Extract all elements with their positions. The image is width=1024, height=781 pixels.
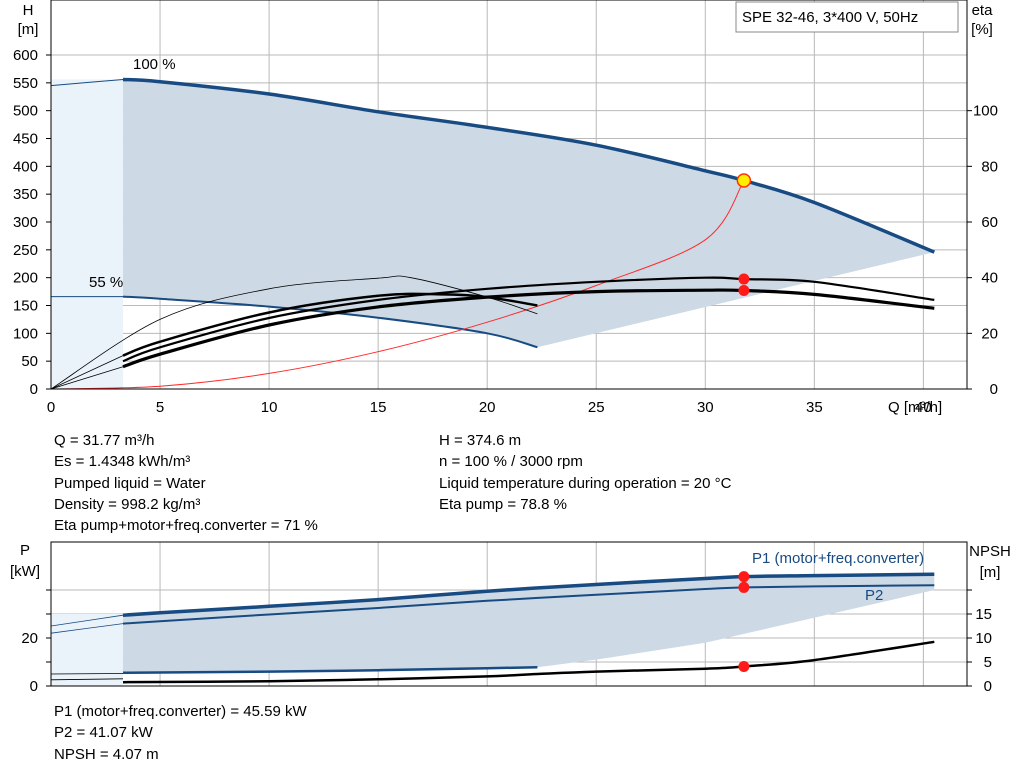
- top-y-left-tick: 50: [21, 353, 38, 370]
- head-curve-100-low-flow: [50, 79, 124, 87]
- head-curve-100: [122, 77, 935, 254]
- info-flow: Q = 31.77 m³/h: [54, 432, 155, 449]
- envelope-layer: [51, 79, 935, 686]
- p1-curve-label: P1 (motor+freq.converter): [752, 550, 924, 567]
- info-npsh: NPSH = 4.07 m: [54, 745, 159, 763]
- info-p1: P1 (motor+freq.converter) = 45.59 kW: [54, 703, 307, 720]
- top-x-tick: 25: [588, 399, 605, 416]
- p-curve-55: [122, 666, 538, 675]
- top-y-right-label: eta: [972, 2, 994, 19]
- eta-operating-point-1: [738, 284, 750, 296]
- info-liquid: Pumped liquid = Water: [54, 474, 206, 492]
- top-y-left-tick: 200: [13, 270, 38, 287]
- top-y-left-tick: 150: [13, 298, 38, 315]
- info-p2: P2 = 41.07 kW: [54, 724, 153, 742]
- bottom-y-left-tick: 20: [21, 630, 38, 647]
- npsh-curve: [122, 640, 935, 684]
- duty-point-marker: [736, 173, 752, 188]
- bottom-y-right-unit: [m]: [980, 564, 1001, 581]
- eta-curve-total: [122, 276, 935, 363]
- top-y-right-tick: 40: [981, 270, 998, 287]
- top-y-right-tick: 100: [973, 103, 998, 120]
- top-y-right-tick: 60: [981, 214, 998, 231]
- npsh-operating-point: [738, 660, 750, 672]
- p1-operating-point: [738, 571, 750, 583]
- bottom-y-left-unit: [kW]: [10, 563, 40, 580]
- tick-labels-layer: 0 5 10 15 20 25 30 35 40050100150200250300350400…: [13, 47, 998, 695]
- top-x-tick: 40: [915, 399, 932, 416]
- info-right: H = 374.6 m n = 100 % / 3000 rpm Liquid …: [439, 430, 731, 515]
- top-y-left-tick: 350: [13, 186, 38, 203]
- info-eta-pump: Eta pump = 78.8 %: [439, 495, 567, 513]
- bottom-y-right-tick: 5: [984, 654, 992, 671]
- bottom-y-right-tick: 10: [975, 630, 992, 647]
- top-y-left-tick: 550: [13, 75, 38, 92]
- bottom-y-left-label: P: [20, 542, 30, 559]
- info-left: Q = 31.77 m³/h Es = 1.4348 kWh/m³ Pumped…: [54, 430, 318, 536]
- system-curve: [50, 180, 745, 390]
- bottom-y-left-tick: 0: [30, 678, 38, 695]
- top-x-tick: 15: [370, 399, 387, 416]
- top-x-tick: 0: [47, 399, 55, 416]
- bottom-y-right-tick: 15: [975, 606, 992, 623]
- top-y-left-tick: 600: [13, 47, 38, 64]
- p2-curve-label: P2: [865, 587, 883, 604]
- top-x-axis-label: Q [m³/h]: [888, 399, 942, 416]
- top-y-left-tick: 450: [13, 131, 38, 148]
- info-density: Density = 998.2 kg/m³: [54, 495, 201, 513]
- p2-low-flow: [50, 623, 124, 634]
- info-bottom: P1 (motor+freq.converter) = 45.59 kW P2 …: [54, 701, 307, 765]
- info-energy: Es = 1.4348 kWh/m³: [54, 453, 191, 471]
- bottom-plot-frame: [50, 541, 968, 687]
- curve-label-100: 100 %: [133, 56, 176, 73]
- top-y-left-tick: 100: [13, 325, 38, 342]
- frame-layer: [50, 0, 968, 687]
- info-eta-total: Eta pump+motor+freq.converter = 71 %: [54, 517, 318, 535]
- bottom-y-right-label: NPSH: [969, 543, 1011, 560]
- p1-low-flow: [50, 614, 124, 627]
- pump-title: SPE 32-46, 3*400 V, 50Hz: [742, 9, 918, 26]
- curves-layer: [50, 77, 935, 684]
- operating-points-layer: [736, 173, 752, 672]
- top-x-tick: 5: [156, 399, 164, 416]
- head-curve-55: [122, 295, 538, 349]
- top-low-flow-zone: [51, 79, 123, 389]
- top-y-left-tick: 0: [30, 381, 38, 398]
- info-head: H = 374.6 m: [439, 432, 522, 449]
- eta-curve-pump: [122, 288, 935, 369]
- top-y-left-tick: 500: [13, 103, 38, 120]
- curve-label-55: 55 %: [89, 274, 123, 291]
- eta-low-flow-b: [50, 366, 124, 390]
- npsh-low-flow-b: [50, 678, 124, 681]
- top-x-tick: 20: [479, 399, 496, 416]
- top-operating-envelope: [123, 79, 935, 348]
- top-x-tick: 35: [806, 399, 823, 416]
- top-plot-frame: [50, 0, 968, 390]
- top-y-right-unit: [%]: [971, 21, 993, 38]
- top-y-left-label: H: [23, 2, 34, 19]
- top-y-left-tick: 300: [13, 214, 38, 231]
- info-temperature: Liquid temperature during operation = 20…: [439, 474, 732, 492]
- npsh-low-flow-a: [50, 673, 124, 675]
- bottom-operating-envelope: [123, 574, 935, 673]
- top-x-tick: 30: [697, 399, 714, 416]
- top-y-right-tick: 80: [981, 158, 998, 175]
- info-speed: n = 100 % / 3000 rpm: [439, 453, 583, 471]
- top-x-tick: 10: [261, 399, 278, 416]
- top-y-right-tick: 0: [990, 381, 998, 398]
- top-y-left-tick: 250: [13, 242, 38, 259]
- eta-operating-point-0: [738, 273, 750, 285]
- pump-title-box: SPE 32-46, 3*400 V, 50Hz: [735, 1, 959, 33]
- p2-curve: [122, 584, 935, 625]
- bottom-y-right-tick: 0: [984, 678, 992, 695]
- p1-curve: [122, 572, 935, 617]
- top-y-left-tick: 400: [13, 158, 38, 175]
- top-y-right-tick: 20: [981, 325, 998, 342]
- eta-low-flow-a: [50, 355, 124, 390]
- p2-operating-point: [738, 581, 750, 593]
- top-y-left-unit: [m]: [18, 21, 39, 38]
